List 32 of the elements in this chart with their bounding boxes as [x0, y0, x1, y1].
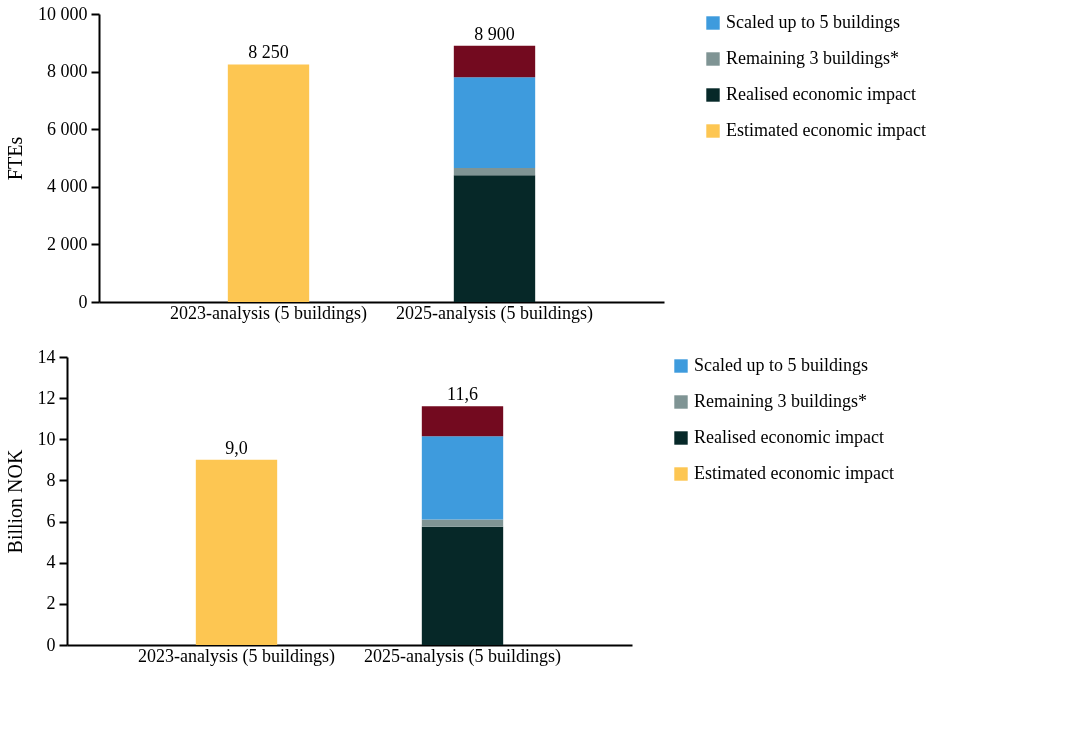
y-axis-title: FTEs — [4, 136, 26, 181]
total-label: 8 250 — [248, 42, 289, 63]
y-axis-title: Billion NOK — [3, 449, 26, 554]
total-label: 11,6 — [447, 384, 478, 405]
legend-label: Realised economic impact — [726, 84, 916, 104]
legend-label: Realised economic impact — [694, 427, 884, 447]
y-tick-label: 2 000 — [47, 233, 88, 254]
y-tick-label: 14 — [37, 346, 56, 367]
legend-label: Scaled up to 5 buildings — [726, 12, 900, 32]
y-tick-label: 4 000 — [47, 176, 88, 197]
legend-label: Estimated economic impact — [694, 463, 894, 483]
y-tick-label: 12 — [37, 387, 56, 408]
y-tick-label: 10 — [37, 428, 56, 449]
y-tick-label: 4 — [46, 552, 56, 573]
y-tick-label: 10 000 — [38, 3, 88, 24]
y-tick-label: 6 — [46, 511, 56, 532]
y-tick-label: 8 — [46, 469, 56, 490]
legend-label: Estimated economic impact — [726, 120, 926, 140]
legend-label: Scaled up to 5 buildings — [694, 355, 868, 375]
x-tick-label: 2025-analysis (5 buildings) — [364, 645, 561, 667]
y-tick-label: 2 — [46, 593, 56, 614]
y-tick-label: 0 — [78, 291, 88, 312]
x-tick-label: 2023-analysis (5 buildings) — [138, 645, 335, 667]
x-tick-label: 2023-analysis (5 buildings) — [170, 302, 367, 324]
total-label: 8 900 — [474, 23, 515, 44]
y-tick-label: 6 000 — [47, 118, 88, 139]
legend-label: Remaining 3 buildings* — [694, 391, 867, 411]
total-label: 9,0 — [225, 437, 248, 458]
legend-label: Remaining 3 buildings* — [726, 48, 899, 68]
y-tick-label: 8 000 — [47, 61, 88, 82]
x-tick-label: 2025-analysis (5 buildings) — [396, 302, 593, 324]
y-tick-label: 0 — [46, 634, 56, 655]
